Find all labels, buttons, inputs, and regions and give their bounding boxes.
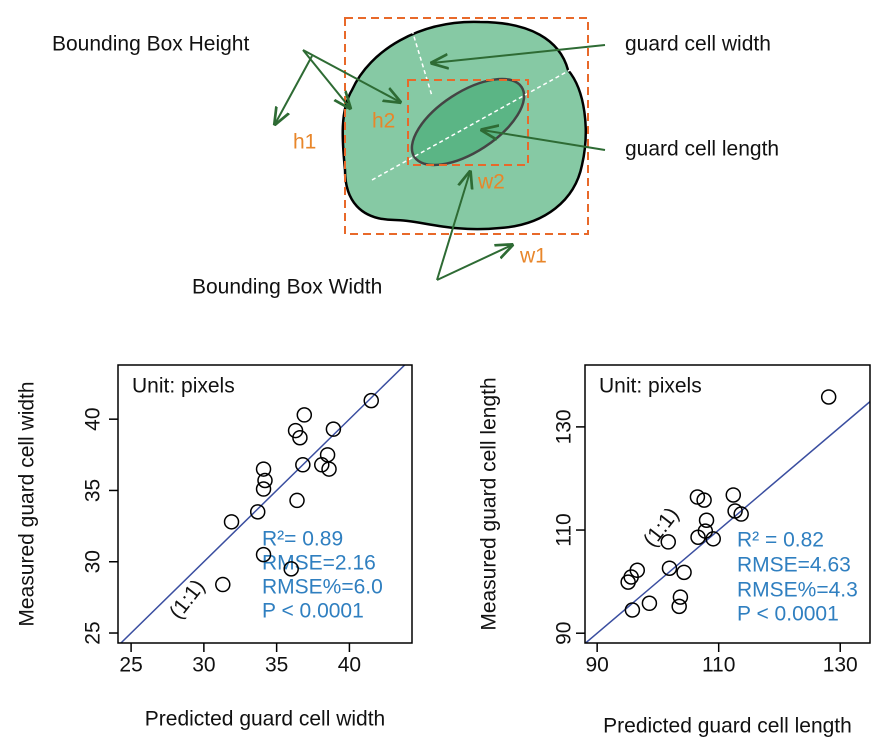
point	[292, 429, 308, 446]
point	[363, 392, 379, 409]
point	[325, 421, 342, 437]
arrow	[482, 130, 606, 151]
point	[641, 595, 658, 612]
x-axis-label: Predicted guard cell width	[145, 708, 385, 731]
point	[295, 457, 311, 473]
plot-frame	[117, 364, 413, 644]
x-axis-label: Predicted guard cell length	[603, 715, 852, 738]
x-tick-label: 110	[702, 654, 735, 677]
x-tick-label: 25	[119, 654, 142, 677]
point	[671, 598, 687, 615]
stats: R²= 0.89	[262, 528, 343, 551]
guard-cell	[410, 77, 526, 167]
length-line	[371, 69, 571, 181]
width-line	[411, 29, 433, 97]
arrow	[436, 172, 470, 281]
point	[283, 561, 299, 577]
label: h2	[372, 110, 395, 133]
x-tick-label: 40	[338, 654, 361, 677]
point	[624, 602, 641, 618]
point	[215, 576, 231, 593]
point	[672, 589, 689, 605]
label: h1	[293, 131, 316, 154]
label: Bounding Box Height	[52, 33, 249, 56]
stats: RMSE%=4.3	[737, 579, 858, 602]
label: guard cell length	[625, 138, 779, 161]
point	[705, 531, 721, 547]
point	[733, 506, 749, 522]
y-axis-label: Measured guard cell width	[16, 381, 39, 626]
y-tick-label: 130	[553, 409, 576, 444]
plot-frame	[584, 364, 871, 644]
reference-label: (1:1)	[165, 575, 210, 623]
arrow	[275, 55, 313, 124]
chart: 90 110 130 90 110 130 Predicted guard cell len…	[478, 364, 871, 738]
point	[296, 407, 313, 423]
label: w1	[519, 245, 547, 268]
point	[661, 560, 678, 576]
point	[257, 472, 273, 489]
point	[255, 461, 272, 477]
point	[289, 492, 305, 509]
point	[223, 514, 240, 530]
point	[255, 546, 272, 563]
stats: P < 0.0001	[262, 600, 364, 623]
inner-box	[407, 79, 529, 166]
stats: RMSE=4.63	[737, 554, 851, 577]
outer-box	[344, 17, 589, 235]
label: Bounding Box Width	[192, 276, 382, 299]
annotation: Unit: pixels	[132, 375, 235, 398]
x-tick-label: 90	[585, 654, 608, 677]
y-tick-label: 30	[82, 550, 105, 573]
y-tick-label: 40	[82, 407, 105, 430]
point	[255, 481, 272, 497]
label: w2	[477, 171, 505, 194]
stats: RMSE%=6.0	[262, 576, 383, 599]
stats: R² = 0.82	[737, 529, 824, 552]
stats: RMSE=2.16	[262, 552, 376, 575]
chart: 25 30 35 40 25 30 35 40 Predicted guard cell wid…	[16, 364, 413, 731]
x-tick-label: 35	[265, 654, 288, 677]
point	[314, 457, 330, 473]
point	[690, 529, 706, 546]
arrow	[302, 49, 400, 102]
stats: P < 0.0001	[737, 603, 839, 626]
x-tick-label: 130	[823, 654, 858, 677]
reference-line	[120, 365, 406, 643]
point	[725, 487, 742, 503]
y-tick-label: 35	[82, 479, 105, 502]
y-tick-label: 110	[553, 513, 576, 546]
annotation: Unit: pixels	[599, 375, 702, 398]
y-axis-label: Measured guard cell length	[478, 377, 501, 630]
arrow	[432, 44, 606, 63]
arrow	[436, 245, 512, 281]
point	[820, 389, 837, 405]
y-tick-label: 90	[553, 622, 576, 645]
point	[660, 534, 677, 550]
point	[676, 564, 692, 581]
diagram: Bounding Box Height guard cell width gua…	[52, 17, 779, 299]
y-tick-label: 25	[82, 621, 105, 644]
point	[698, 512, 715, 528]
point	[321, 461, 337, 477]
label: guard cell width	[625, 33, 771, 56]
point	[696, 492, 712, 508]
x-tick-label: 30	[192, 654, 215, 677]
point	[620, 574, 636, 590]
point	[249, 504, 266, 520]
